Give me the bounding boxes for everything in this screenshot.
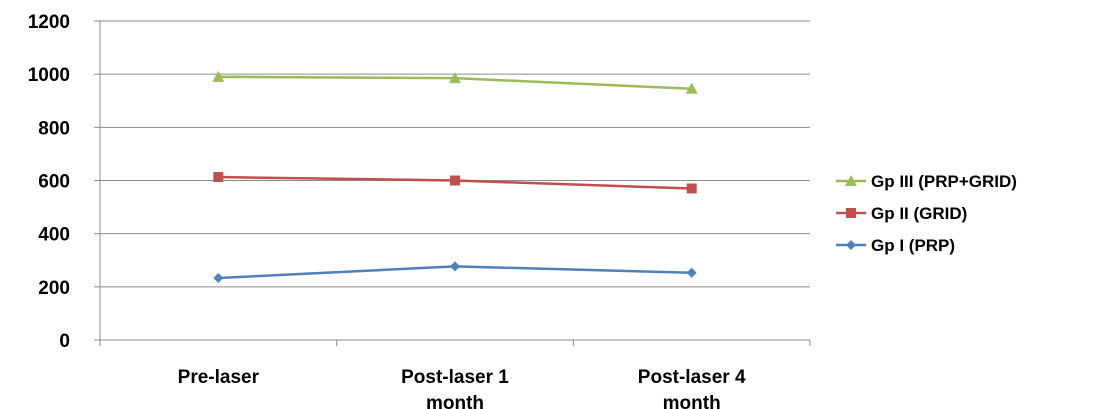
legend-marker-2 xyxy=(845,175,857,186)
series-1-point-2 xyxy=(686,183,697,194)
x-tick-label-1-line-0: Post-laser 1 xyxy=(401,367,509,388)
series-0 xyxy=(213,261,697,284)
x-tick-label-2-line-1: month xyxy=(663,393,721,409)
x-axis-tick-labels: Pre-laser Post-laser 1 month Post-laser 4 mo… xyxy=(178,367,746,409)
series-0-point-0 xyxy=(213,273,224,284)
y-tick-label-200: 200 xyxy=(38,278,70,299)
legend-marker-1 xyxy=(846,208,856,218)
legend: Gp III (PRP+GRID) Gp II (GRID) Gp I (PRP) xyxy=(836,172,1017,255)
y-tick-label-1200: 1200 xyxy=(28,12,70,33)
axes xyxy=(94,20,811,346)
series-0-point-2 xyxy=(686,267,697,278)
y-tick-label-0: 0 xyxy=(59,331,70,352)
legend-label-0: Gp I (PRP) xyxy=(871,236,955,255)
y-axis-tick-labels: 0 200 400 600 800 1000 1200 xyxy=(28,12,70,352)
legend-entry-1: Gp II (GRID) xyxy=(836,204,967,223)
y-tick-label-800: 800 xyxy=(38,118,70,139)
legend-label-1: Gp II (GRID) xyxy=(871,204,967,223)
series-2-point-0 xyxy=(212,70,225,82)
series-lines xyxy=(212,70,698,284)
y-tick-label-400: 400 xyxy=(38,225,70,246)
legend-marker-0 xyxy=(846,240,856,250)
x-tick-label-0-line-0: Pre-laser xyxy=(178,367,260,388)
x-tick-label-2-line-0: Post-laser 4 xyxy=(638,367,746,388)
series-2-point-2 xyxy=(685,82,698,94)
series-1-point-1 xyxy=(450,175,460,186)
series-0-point-1 xyxy=(450,261,460,272)
series-2 xyxy=(212,70,698,94)
series-1-point-0 xyxy=(213,172,224,183)
x-tick-label-1-line-1: month xyxy=(426,393,484,409)
series-1 xyxy=(213,172,697,194)
series-2-point-1 xyxy=(449,72,461,84)
legend-entry-2: Gp III (PRP+GRID) xyxy=(836,172,1017,191)
gridlines xyxy=(100,20,810,288)
legend-label-2: Gp III (PRP+GRID) xyxy=(871,172,1017,191)
legend-entry-0: Gp I (PRP) xyxy=(836,236,955,255)
y-tick-label-1000: 1000 xyxy=(28,65,70,86)
y-tick-label-600: 600 xyxy=(38,172,70,193)
